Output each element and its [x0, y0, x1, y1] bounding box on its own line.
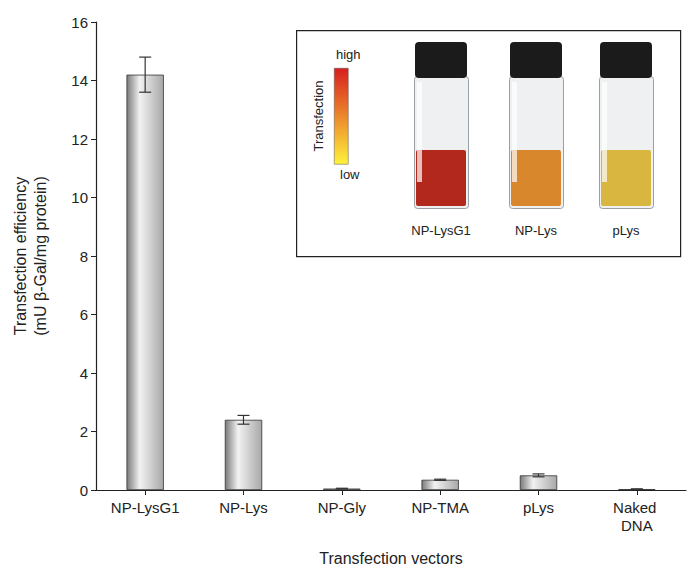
svg-text:Transfection vectors: Transfection vectors [319, 550, 462, 567]
svg-text:Naked: Naked [613, 499, 661, 516]
svg-text:2: 2 [80, 423, 88, 440]
svg-text:high: high [336, 47, 361, 62]
svg-text:12: 12 [71, 131, 88, 148]
svg-text:NP-Gly: NP-Gly [318, 499, 367, 516]
svg-text:NP-Lys: NP-Lys [219, 499, 268, 516]
svg-text:10: 10 [71, 189, 88, 206]
svg-text:Transfection: Transfection [311, 80, 326, 151]
svg-text:16: 16 [71, 14, 88, 31]
svg-text:8: 8 [80, 248, 88, 265]
svg-text:NP-TMA: NP-TMA [411, 499, 469, 516]
svg-text:pLys: pLys [523, 499, 554, 516]
svg-text:low: low [340, 167, 360, 182]
svg-text:6: 6 [80, 306, 88, 323]
svg-text:NP-Lys: NP-Lys [515, 223, 558, 238]
svg-text:NP-LysG1: NP-LysG1 [111, 499, 180, 516]
svg-text:4: 4 [80, 365, 88, 382]
svg-text:0: 0 [80, 482, 88, 499]
svg-text:14: 14 [71, 72, 88, 89]
svg-text:pLys: pLys [613, 223, 640, 238]
svg-text:DNA: DNA [621, 517, 653, 534]
svg-text:Transfection efficiency: Transfection efficiency [12, 177, 29, 335]
svg-text:(mU β-Gal/mg protein): (mU β-Gal/mg protein) [32, 176, 49, 335]
svg-text:NP-LysG1: NP-LysG1 [411, 223, 470, 238]
